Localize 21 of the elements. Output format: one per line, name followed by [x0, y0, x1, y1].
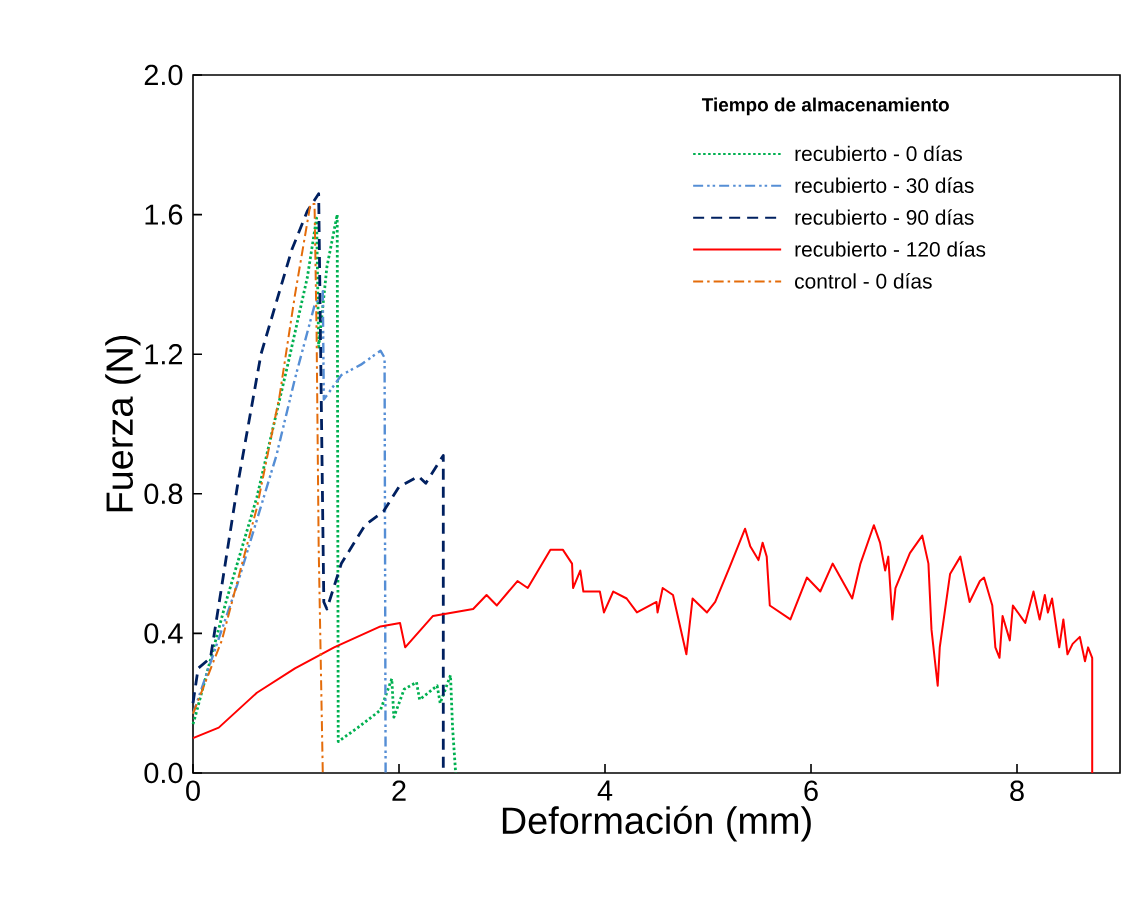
line-series — [191, 290, 387, 775]
y-tick-label: 0.8 — [144, 483, 183, 505]
x-tick-label: 4 — [597, 780, 613, 801]
legend-label: recubierto - 90 días — [795, 209, 974, 225]
y-tick-label: 1.6 — [145, 204, 183, 225]
line-series — [192, 203, 324, 774]
y-tick-label: 0.4 — [144, 623, 183, 644]
y-tick-label: 0.0 — [144, 762, 183, 784]
legend-label: recubierto - 30 días — [795, 177, 974, 193]
x-tick-label: 2 — [392, 780, 406, 801]
legend-label: control - 0 días — [795, 273, 932, 289]
y-tick-label: 1.2 — [145, 344, 183, 365]
legend-label: recubierto - 0 días — [795, 145, 962, 162]
x-axis-title: Deformación (mm) — [502, 805, 811, 842]
y-axis-title: Fuerza (N) — [105, 335, 141, 512]
x-tick-label: 6 — [804, 780, 818, 801]
x-tick-label: 0 — [186, 780, 200, 801]
legend-title: Tiempo de almacenamiento — [701, 97, 949, 116]
legend-label: recubierto - 120 días — [795, 241, 986, 257]
x-tick-label: 8 — [1010, 780, 1024, 801]
y-tick-label: 2.0 — [144, 64, 183, 86]
